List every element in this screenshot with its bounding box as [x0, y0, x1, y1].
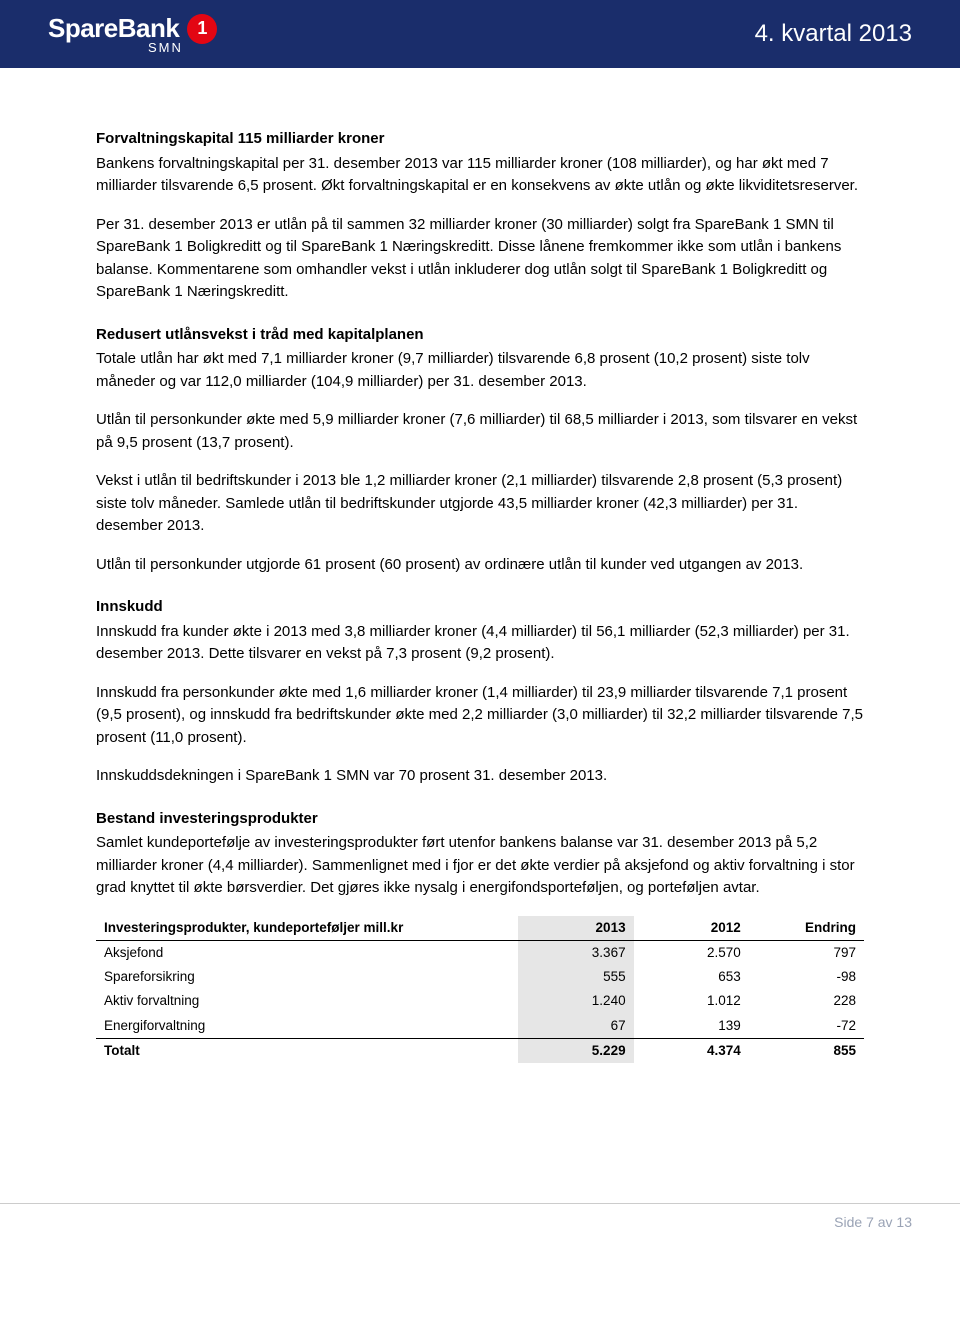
logo-block: SpareBank 1 SMN [48, 13, 217, 55]
page-footer: Side 7 av 13 [0, 1203, 960, 1250]
brand-badge-icon: 1 [187, 14, 217, 44]
period-label: 4. kvartal 2013 [755, 20, 912, 48]
table-cell: Totalt [96, 1038, 518, 1063]
section-heading: Forvaltningskapital 115 milliarder krone… [96, 128, 864, 151]
table-cell: -72 [749, 1014, 864, 1039]
table-cell: 3.367 [518, 940, 633, 965]
table-row: Aktiv forvaltning 1.240 1.012 228 [96, 989, 864, 1013]
table-total-row: Totalt 5.229 4.374 855 [96, 1038, 864, 1063]
table-cell: 1.012 [634, 989, 749, 1013]
table-cell: 4.374 [634, 1038, 749, 1063]
table-cell: 1.240 [518, 989, 633, 1013]
table-cell: 139 [634, 1014, 749, 1039]
body-paragraph: Utlån til personkunder utgjorde 61 prose… [96, 554, 864, 577]
body-paragraph: Totale utlån har økt med 7,1 milliarder … [96, 348, 864, 393]
table-row: Spareforsikring 555 653 -98 [96, 965, 864, 989]
body-paragraph: Innskudd fra kunder økte i 2013 med 3,8 … [96, 621, 864, 666]
body-paragraph: Per 31. desember 2013 er utlån på til sa… [96, 214, 864, 304]
table-header-cell: 2013 [518, 916, 633, 941]
body-paragraph: Bankens forvaltningskapital per 31. dese… [96, 153, 864, 198]
body-paragraph: Samlet kundeportefølje av investeringspr… [96, 832, 864, 900]
table-cell: 855 [749, 1038, 864, 1063]
section-heading: Bestand investeringsprodukter [96, 808, 864, 831]
body-paragraph: Utlån til personkunder økte med 5,9 mill… [96, 409, 864, 454]
table-cell: Aksjefond [96, 940, 518, 965]
table-cell: Energiforvaltning [96, 1014, 518, 1039]
document-body: Forvaltningskapital 115 milliarder krone… [0, 68, 960, 1093]
table-header-cell: Endring [749, 916, 864, 941]
section-heading: Innskudd [96, 596, 864, 619]
table-header-cell: Investeringsprodukter, kundeporteføljer … [96, 916, 518, 941]
table-cell: 5.229 [518, 1038, 633, 1063]
table-cell: 67 [518, 1014, 633, 1039]
table-row: Energiforvaltning 67 139 -72 [96, 1014, 864, 1039]
table-cell: -98 [749, 965, 864, 989]
table-cell: 555 [518, 965, 633, 989]
brand-subtitle: SMN [148, 40, 217, 55]
investment-products-table: Investeringsprodukter, kundeporteføljer … [96, 916, 864, 1064]
table-cell: 2.570 [634, 940, 749, 965]
table-cell: Aktiv forvaltning [96, 989, 518, 1013]
table-cell: 797 [749, 940, 864, 965]
section-heading: Redusert utlånsvekst i tråd med kapitalp… [96, 324, 864, 347]
body-paragraph: Vekst i utlån til bedriftskunder i 2013 … [96, 470, 864, 538]
table-cell: Spareforsikring [96, 965, 518, 989]
table-row: Aksjefond 3.367 2.570 797 [96, 940, 864, 965]
body-paragraph: Innskudd fra personkunder økte med 1,6 m… [96, 682, 864, 750]
body-paragraph: Innskuddsdekningen i SpareBank 1 SMN var… [96, 765, 864, 788]
table-cell: 653 [634, 965, 749, 989]
table-header-cell: 2012 [634, 916, 749, 941]
table-header-row: Investeringsprodukter, kundeporteføljer … [96, 916, 864, 941]
page-number: Side 7 av 13 [834, 1214, 912, 1230]
page-header: SpareBank 1 SMN 4. kvartal 2013 [0, 0, 960, 68]
table-cell: 228 [749, 989, 864, 1013]
